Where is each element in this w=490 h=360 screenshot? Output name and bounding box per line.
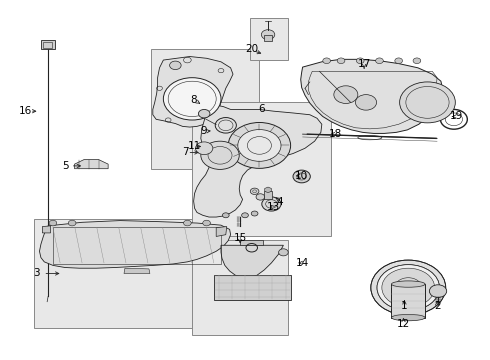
Text: 10: 10 (295, 171, 308, 181)
Circle shape (163, 78, 221, 120)
Text: 6: 6 (259, 104, 265, 114)
Circle shape (413, 58, 421, 64)
Circle shape (262, 197, 281, 211)
Polygon shape (153, 57, 233, 127)
Circle shape (228, 122, 291, 168)
Circle shape (293, 170, 310, 183)
Text: 1: 1 (401, 301, 408, 311)
Circle shape (49, 220, 57, 226)
Circle shape (355, 95, 377, 110)
Circle shape (356, 58, 364, 64)
Ellipse shape (392, 314, 425, 321)
Circle shape (170, 61, 181, 69)
Polygon shape (74, 159, 108, 169)
Text: 12: 12 (397, 319, 410, 329)
Polygon shape (42, 226, 50, 233)
Polygon shape (216, 226, 227, 237)
Bar (192, 240, 288, 335)
Text: 15: 15 (234, 233, 247, 243)
Text: 2: 2 (434, 301, 441, 311)
Circle shape (201, 141, 239, 170)
Polygon shape (124, 268, 150, 274)
Circle shape (222, 213, 229, 218)
Circle shape (389, 274, 427, 302)
Text: 5: 5 (63, 161, 69, 171)
Bar (151, 49, 259, 170)
Circle shape (429, 285, 447, 297)
Circle shape (261, 30, 275, 40)
Circle shape (251, 211, 258, 216)
Bar (53, 227, 221, 264)
Circle shape (68, 220, 76, 226)
Circle shape (377, 265, 440, 311)
Bar (264, 190, 272, 199)
Bar (392, 284, 425, 318)
Circle shape (215, 118, 236, 133)
Text: 13: 13 (267, 202, 280, 212)
Bar (34, 219, 240, 328)
Bar (250, 18, 288, 60)
Circle shape (400, 82, 455, 123)
Circle shape (203, 220, 210, 226)
Polygon shape (265, 187, 271, 193)
Bar (192, 102, 331, 237)
Text: 18: 18 (329, 129, 342, 139)
Circle shape (376, 58, 383, 64)
Circle shape (242, 213, 248, 218)
Text: 20: 20 (245, 45, 258, 54)
Text: 19: 19 (450, 112, 463, 121)
Circle shape (238, 130, 281, 161)
Text: 17: 17 (358, 59, 371, 68)
Text: 14: 14 (296, 258, 309, 268)
Polygon shape (221, 245, 283, 277)
Circle shape (279, 249, 288, 256)
Circle shape (395, 58, 402, 64)
Text: 7: 7 (182, 148, 188, 157)
Text: 4: 4 (276, 197, 283, 207)
Circle shape (250, 188, 259, 194)
Bar (41, 40, 55, 49)
Bar (214, 275, 291, 300)
Text: 16: 16 (19, 106, 32, 116)
Polygon shape (301, 59, 443, 134)
Bar (43, 42, 52, 48)
Text: 8: 8 (190, 95, 197, 105)
Circle shape (184, 220, 191, 226)
Ellipse shape (392, 281, 425, 287)
Bar (264, 35, 272, 41)
Circle shape (337, 58, 345, 64)
Text: 3: 3 (33, 269, 39, 279)
Bar (240, 240, 263, 245)
Circle shape (256, 194, 265, 200)
Polygon shape (40, 221, 231, 268)
Circle shape (382, 268, 435, 307)
Circle shape (395, 278, 422, 297)
Polygon shape (194, 105, 322, 217)
Circle shape (371, 260, 446, 315)
Circle shape (198, 109, 210, 118)
Circle shape (196, 142, 213, 154)
Circle shape (323, 58, 330, 64)
Text: 11: 11 (188, 141, 201, 152)
Circle shape (401, 282, 416, 293)
Circle shape (334, 86, 358, 103)
Text: 9: 9 (200, 126, 207, 136)
